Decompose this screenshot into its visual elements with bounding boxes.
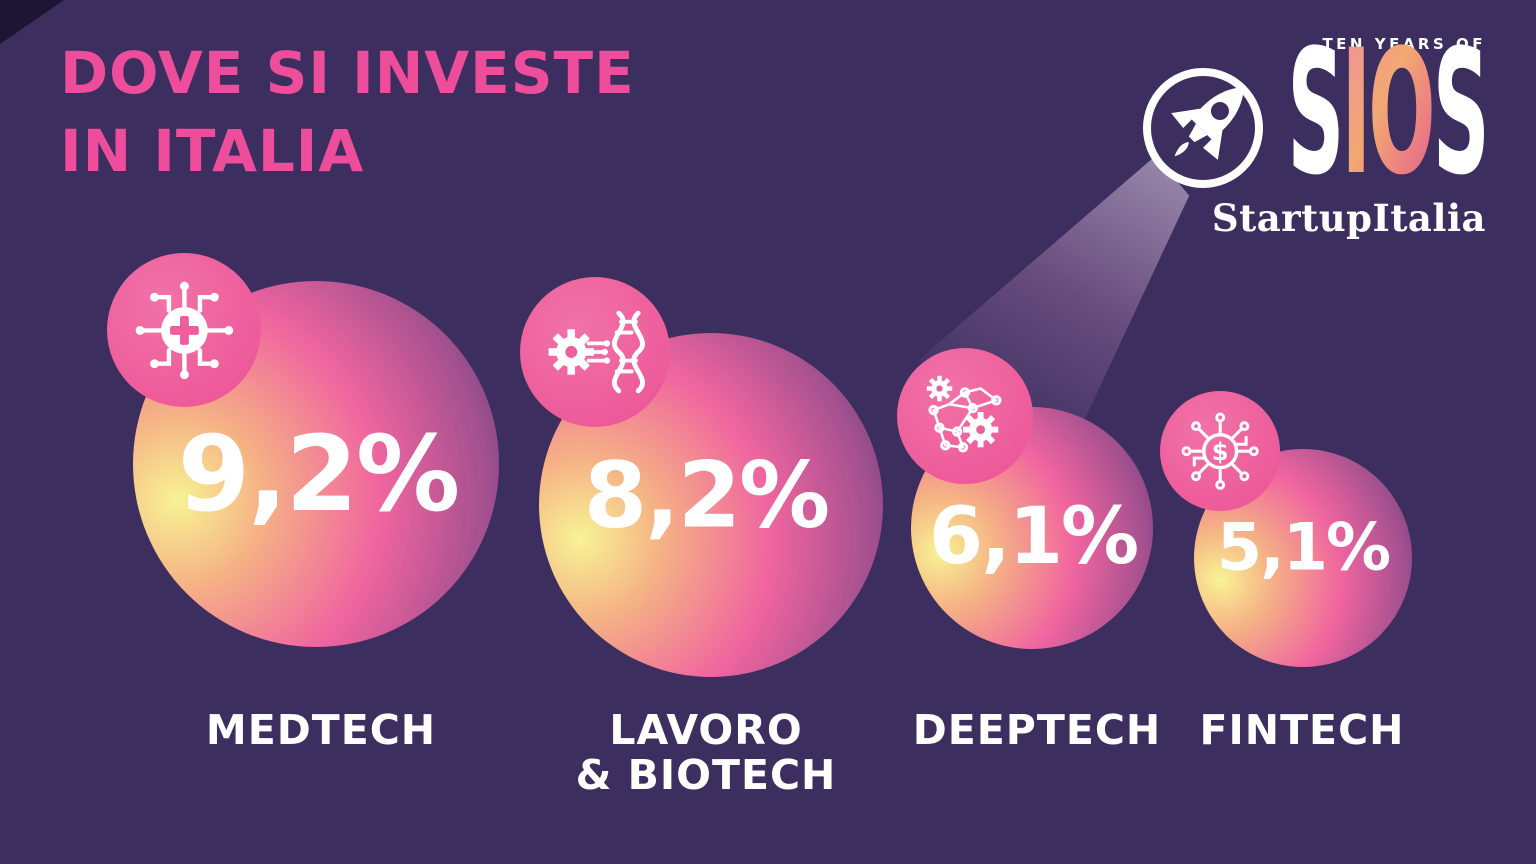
- page-title: DOVE SI INVESTE IN ITALIA: [60, 34, 635, 190]
- logo-tagline: TEN YEARS OF: [1322, 35, 1486, 53]
- startupitalia-wordmark: StartupItalia: [1211, 196, 1486, 240]
- medical-circuit-cross-icon: [135, 281, 233, 379]
- label-deeptech: DEEPTECH: [912, 706, 1162, 754]
- label-lavoro-line1: LAVORO: [609, 706, 803, 754]
- page-title-line2: IN ITALIA: [60, 117, 365, 185]
- dollar-network-icon: $: [1181, 412, 1259, 490]
- badge-medtech: [107, 253, 261, 407]
- gear-dna-icon: [548, 310, 645, 394]
- value-deeptech: 6,1%: [928, 492, 1139, 582]
- badge-deeptech: [897, 348, 1033, 484]
- sios-logo-wordmark: SIOS: [1287, 27, 1489, 199]
- label-medtech: MEDTECH: [205, 706, 437, 754]
- sios-ten-highlight: IO: [1341, 12, 1436, 213]
- label-fintech: FINTECH: [1199, 706, 1405, 754]
- rocket-icon: [1143, 68, 1263, 188]
- label-lavoro-line2: & BIOTECH: [575, 751, 837, 799]
- badge-fintech: $: [1160, 391, 1280, 511]
- page-title-line1: DOVE SI INVESTE: [60, 39, 635, 107]
- label-lavoro-biotech: LAVORO & BIOTECH: [528, 708, 884, 798]
- sios-letter-s2: S: [1432, 12, 1490, 213]
- value-medtech: 9,2%: [177, 413, 460, 535]
- sios-letter-s1: S: [1287, 12, 1344, 213]
- svg-text:$: $: [1212, 438, 1229, 466]
- neural-network-gears-icon: [926, 375, 1002, 453]
- value-fintech: 5,1%: [1216, 510, 1391, 586]
- corner-fold-decoration: [0, 0, 64, 44]
- badge-lavoro-biotech: [520, 277, 670, 427]
- value-lavoro-biotech: 8,2%: [583, 443, 830, 549]
